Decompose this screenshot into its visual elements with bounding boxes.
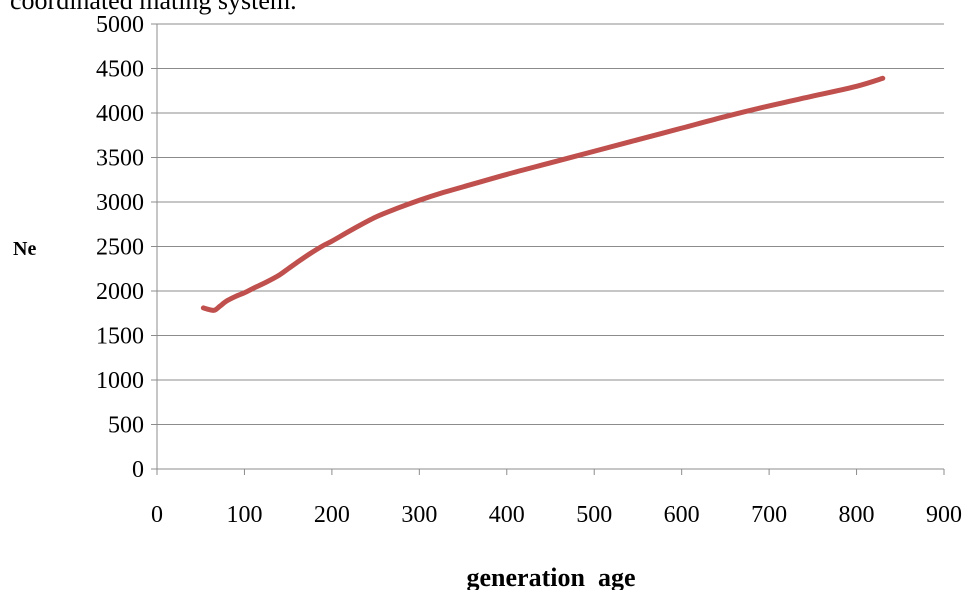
series-line-0 [200, 75, 886, 313]
x-tick-label-500: 500 [576, 502, 612, 528]
x-tick-label-100: 100 [226, 502, 262, 528]
y-tick-label-4500: 4500 [96, 57, 144, 83]
x-tick-label-400: 400 [489, 502, 525, 528]
y-tick-label-2000: 2000 [96, 279, 144, 305]
x-tick-label-300: 300 [401, 502, 437, 528]
x-tick-label-800: 800 [839, 502, 875, 528]
gridlines [157, 23, 944, 425]
x-tick-label-900: 900 [926, 502, 962, 528]
y-tick-label-500: 500 [108, 413, 144, 439]
y-tick-label-2500: 2500 [96, 235, 144, 261]
caption-fragment: coordinated mating system. [10, 0, 297, 15]
y-tick-label-3500: 3500 [96, 146, 144, 172]
y-axis-label: Ne [13, 238, 36, 260]
y-tick-label-5000: 5000 [96, 12, 144, 38]
x-axis-label: generation age [467, 563, 636, 590]
x-tick-labels: 0 100 200 300 400 500 600 700 800 900 [151, 502, 962, 528]
axes [151, 23, 945, 475]
x-tick-label-600: 600 [664, 502, 700, 528]
y-tick-labels: 0 500 1000 1500 2000 2500 3000 3500 4000 4500 5000 [96, 12, 144, 483]
x-tick-label-700: 700 [751, 502, 787, 528]
series-layer [200, 75, 886, 313]
x-tick-label-200: 200 [314, 502, 350, 528]
x-tick-label-0: 0 [151, 502, 163, 528]
y-tick-label-1500: 1500 [96, 324, 144, 350]
y-tick-label-1000: 1000 [96, 368, 144, 394]
y-tick-label-0: 0 [132, 457, 144, 483]
y-tick-label-4000: 4000 [96, 101, 144, 127]
y-tick-label-3000: 3000 [96, 190, 144, 216]
